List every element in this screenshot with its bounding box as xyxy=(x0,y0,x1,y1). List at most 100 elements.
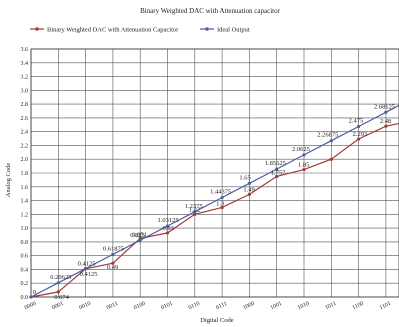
data-label-dac: 2.48 xyxy=(380,118,391,125)
data-point-ideal xyxy=(56,281,60,285)
x-tick-label: 1100 xyxy=(352,301,365,311)
series-line-dac xyxy=(30,122,399,298)
data-label-dac: 1.49 xyxy=(243,186,254,193)
data-point-dac xyxy=(357,137,361,141)
data-label-dac: 0.4125 xyxy=(80,271,98,278)
data-label-ideal: 0.825 xyxy=(130,232,145,239)
x-tick-label: 0010 xyxy=(78,301,91,312)
y-tick-label: 3.4 xyxy=(21,61,29,67)
x-tick-label: 0111 xyxy=(215,301,228,311)
data-label-ideal: 1.65 xyxy=(239,174,250,181)
data-point-ideal xyxy=(384,110,388,114)
legend-label-ideal: Ideal Output xyxy=(217,27,250,34)
data-point-ideal xyxy=(193,210,197,214)
x-tick-label: 1000 xyxy=(242,301,255,312)
x-tick-label: 1001 xyxy=(270,301,283,312)
data-label-dac: 0.851 xyxy=(132,231,147,238)
y-tick-label: 2.4 xyxy=(21,130,29,136)
data-label-ideal: 1.2375 xyxy=(185,203,203,210)
data-label-ideal: 2.68125 xyxy=(374,103,395,110)
data-point-ideal xyxy=(29,295,33,299)
y-axis-ticks: 0.0 0.2 0.4 0.6 0.8 1.0 1.2 1.4 1.6 1.8 2.0 2.2 2.4 2… xyxy=(21,47,29,301)
x-tick-label: 1101 xyxy=(379,301,392,311)
y-tick-label: 1.0 xyxy=(21,226,29,232)
y-axis-title: Analog Code xyxy=(5,163,12,198)
y-tick-label: 2.6 xyxy=(21,116,29,122)
x-tick-label: 0100 xyxy=(133,301,146,312)
series-line-ideal xyxy=(30,104,399,298)
data-label-ideal: 2.26875 xyxy=(317,132,338,139)
data-label-ideal: 1.85625 xyxy=(265,160,286,167)
y-tick-label: 2.2 xyxy=(21,143,29,149)
y-tick-label: 0.4 xyxy=(21,267,29,273)
y-tick-label: 1.4 xyxy=(21,199,29,205)
data-point-ideal xyxy=(329,139,333,143)
series-layer xyxy=(29,104,399,299)
y-tick-label: 2.0 xyxy=(21,157,29,163)
legend-marker-dac xyxy=(35,27,39,31)
x-tick-label: 1011 xyxy=(324,301,337,311)
data-label-dac: 1.757 xyxy=(271,169,286,176)
data-point-ideal xyxy=(84,266,88,271)
x-tick-label: 0110 xyxy=(188,301,201,311)
data-point-ideal xyxy=(302,153,306,157)
y-tick-label: 0.8 xyxy=(21,240,29,246)
data-label-ideal: 2.0625 xyxy=(292,146,310,153)
data-label-dac: 2.293 xyxy=(353,131,368,138)
data-point-dac xyxy=(56,290,60,294)
y-tick-label: 1.2 xyxy=(21,212,29,218)
data-point-ideal xyxy=(220,195,224,200)
data-label-ideal: 1.03125 xyxy=(158,217,179,224)
legend-marker-ideal xyxy=(205,27,209,31)
data-point-dac xyxy=(165,231,170,235)
grid xyxy=(30,48,399,298)
data-point-ideal xyxy=(111,252,115,256)
y-tick-label: 1.8 xyxy=(21,171,29,177)
x-tick-label: 1010 xyxy=(297,301,310,312)
data-point-ideal xyxy=(138,238,142,242)
legend-label-dac: Binary Weighted DAC with Attenuation Cap… xyxy=(47,27,179,34)
data-label-ideal: 0.20625 xyxy=(50,274,71,281)
data-point-ideal xyxy=(357,124,361,129)
data-label-dac: 1.3 xyxy=(216,200,224,207)
data-label-dac: 1.22 xyxy=(189,206,200,213)
x-tick-label: 0000 xyxy=(24,301,37,312)
x-tick-label: 0001 xyxy=(51,301,64,312)
y-tick-label: 3.6 xyxy=(21,47,29,53)
y-tick-label: 0.2 xyxy=(21,281,29,287)
legend: Binary Weighted DAC with Attenuation Cap… xyxy=(30,27,250,34)
y-tick-label: 3.0 xyxy=(21,88,29,94)
data-labels: 0 0.074 0.4125 0.49 0.851 0.93 1.22 1.3 1.49 1.75… xyxy=(33,103,395,301)
data-label-dac: 0.074 xyxy=(54,294,69,301)
data-label-dac: 0.49 xyxy=(107,264,118,271)
data-point-dac xyxy=(111,261,115,265)
data-label-ideal: 0.4125 xyxy=(78,261,96,268)
data-label-dac: 0 xyxy=(33,289,36,296)
data-point-ideal xyxy=(165,224,170,228)
x-axis-ticks: 0000 0001 0010 0011 0100 0101 0110 0111 1000 1001… xyxy=(24,301,392,312)
data-point-dac xyxy=(329,157,333,161)
data-label-ideal: 2.475 xyxy=(349,118,364,125)
data-label-dac: 1.85 xyxy=(298,162,309,169)
plot-frame xyxy=(30,48,399,298)
data-label-ideal: 1.44375 xyxy=(210,189,231,196)
data-point-dac xyxy=(193,212,197,216)
data-point-dac xyxy=(247,192,251,196)
y-tick-label: 3.2 xyxy=(21,75,29,81)
chart-title: Binary Weighted DAC with Attenuation cap… xyxy=(140,7,281,15)
y-tick-label: 0.6 xyxy=(21,254,29,260)
data-point-dac xyxy=(220,205,224,210)
data-label-dac: 0.93 xyxy=(163,225,174,232)
y-tick-label: 1.6 xyxy=(21,185,29,191)
data-point-ideal xyxy=(275,167,279,171)
x-tick-label: 0011 xyxy=(106,301,119,311)
y-tick-label: 2.8 xyxy=(21,102,29,108)
data-label-ideal: 0.61875 xyxy=(103,245,124,252)
data-point-dac xyxy=(302,167,306,172)
data-point-dac xyxy=(275,174,279,179)
x-axis-title: Digital Code xyxy=(200,317,234,324)
data-point-dac xyxy=(384,124,388,128)
data-point-ideal xyxy=(247,181,251,185)
y-tick-label: 0.0 xyxy=(21,295,29,301)
